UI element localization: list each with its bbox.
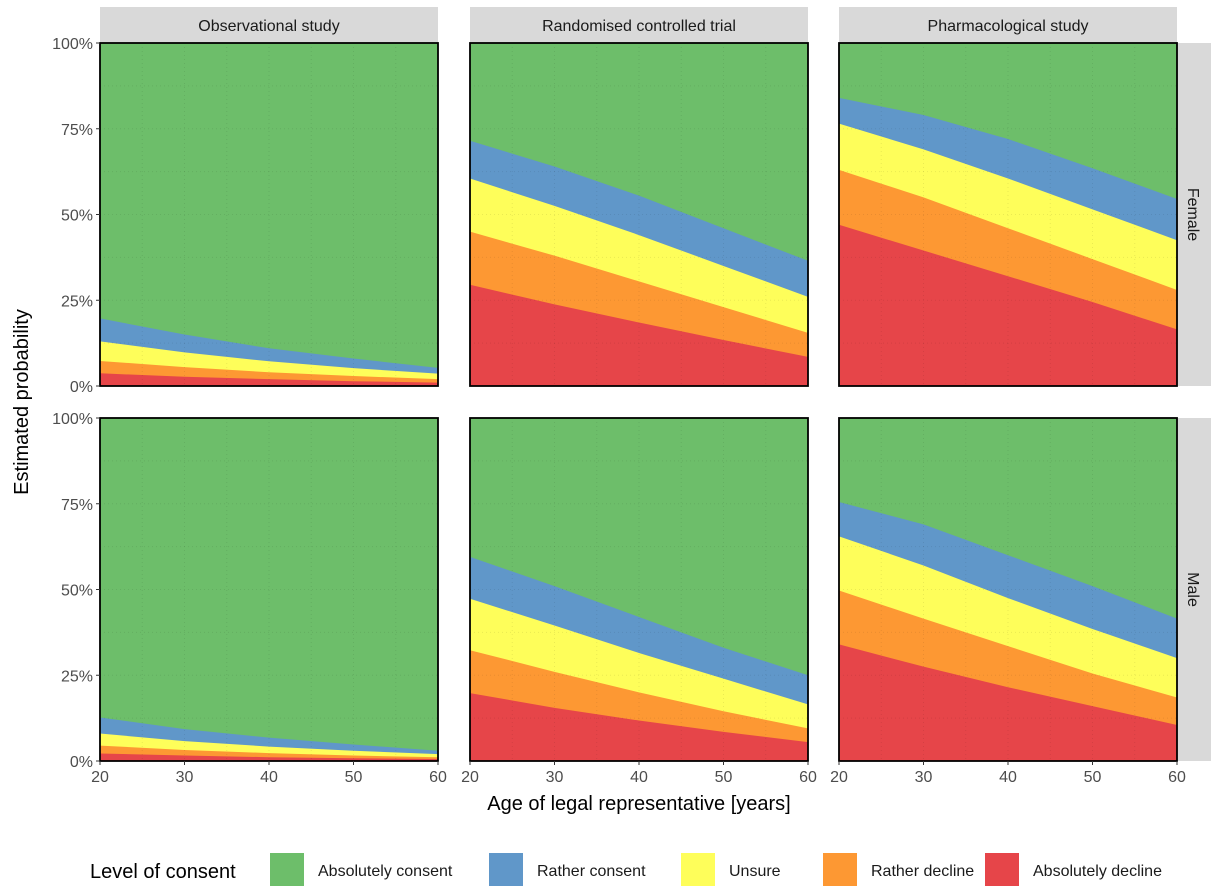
panel-randomised-controlled-trial-male [469,417,809,762]
x-tick-label: 20 [91,769,109,786]
x-tick-label: 40 [630,769,648,786]
area-absolutely-decline [470,693,808,761]
x-axis-title: Age of legal representative [years] [487,793,791,815]
x-tick-label: 30 [176,769,194,786]
strip-label-observational-study: Observational study [198,18,339,35]
strip-label-pharmacological-study: Pharmacological study [928,18,1089,35]
panel-observational-study-female [99,42,439,387]
y-axis-title: Estimated probability [11,309,33,495]
x-tick-label: 20 [461,769,479,786]
legend-title: Level of consent [90,861,236,883]
strip-pharmacological-study [839,7,1177,43]
area-absolutely-decline [839,224,1177,386]
y-tick-label: 25% [61,293,93,310]
y-tick-label: 100% [52,36,93,53]
y-tick-label: 75% [61,122,93,139]
area-absolutely-decline [839,644,1177,761]
legend-key-absolutely-decline [985,853,1019,886]
panel-pharmacological-study-female [838,42,1178,387]
x-tick-label: 20 [830,769,848,786]
legend-key-unsure [681,853,715,886]
legend-label-absolutely-consent: Absolutely consent [318,863,453,880]
panel-randomised-controlled-trial-female [469,42,809,387]
x-tick-label: 50 [345,769,363,786]
strip-female [1177,43,1211,386]
legend-key-absolutely-consent [270,853,304,886]
panel-border [838,42,1178,387]
panel-border [469,42,809,387]
area-absolutely-decline [100,753,438,761]
panel-observational-study-male [99,417,439,762]
y-tick-label: 50% [61,208,93,225]
y-tick-label: 0% [70,754,93,771]
y-tick-label: 50% [61,583,93,600]
strip-male [1177,418,1211,761]
x-tick-label: 60 [1168,769,1186,786]
x-tick-label: 60 [799,769,817,786]
legend-key-rather-decline [823,853,857,886]
area-absolutely-consent [100,418,438,761]
y-tick-label: 0% [70,379,93,396]
x-tick-label: 40 [999,769,1017,786]
y-tick-label: 75% [61,497,93,514]
legend-label-unsure: Unsure [729,863,781,880]
x-tick-label: 30 [915,769,933,786]
panel-pharmacological-study-male [838,417,1178,762]
strip-label-male: Male [1184,572,1201,607]
legend-label-rather-decline: Rather decline [871,863,974,880]
legend: Level of consent Absolutely consent Rathe… [90,853,1162,886]
area-absolutely-consent [100,43,438,386]
x-tick-label: 40 [260,769,278,786]
y-tick-label: 25% [61,668,93,685]
strip-label-female: Female [1184,188,1201,241]
legend-key-rather-consent [489,853,523,886]
x-tick-label: 50 [1084,769,1102,786]
x-tick-label: 30 [546,769,564,786]
area-absolutely-decline [100,373,438,386]
x-tick-label: 50 [715,769,733,786]
strip-label-randomised-controlled-trial: Randomised controlled trial [542,18,736,35]
strip-randomised-controlled-trial [470,7,808,43]
area-absolutely-decline [470,284,808,386]
legend-label-rather-consent: Rather consent [537,863,646,880]
legend-label-absolutely-decline: Absolutely decline [1033,863,1162,880]
y-tick-label: 100% [52,411,93,428]
strip-observational-study [100,7,438,43]
x-tick-label: 60 [429,769,447,786]
